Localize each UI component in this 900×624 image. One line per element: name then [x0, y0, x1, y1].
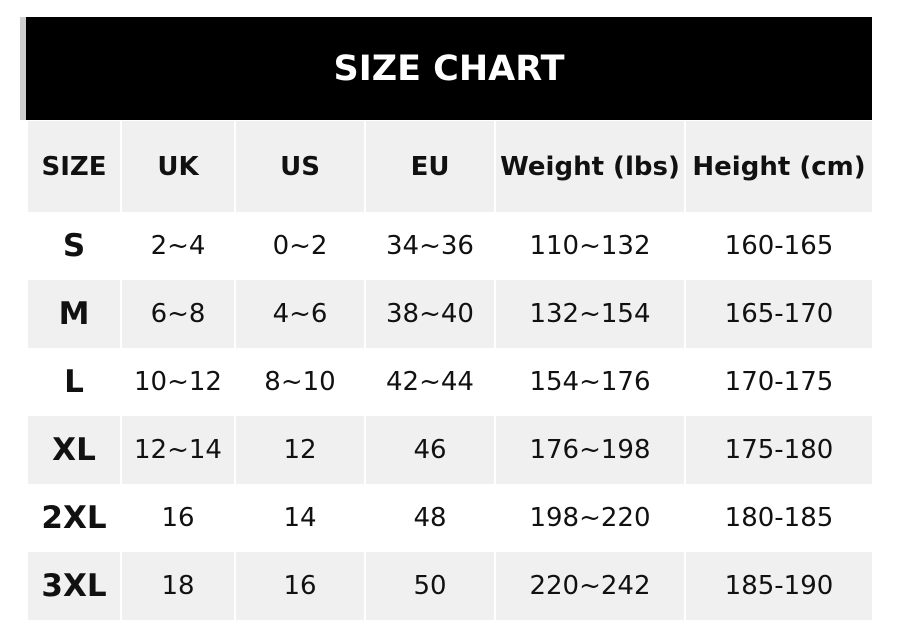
cell-height: 165-170: [684, 280, 874, 348]
header-eu: EU: [364, 121, 496, 212]
cell-us: 4~6: [234, 280, 366, 348]
size-table: SIZE UK US EU Weight (lbs) Height (cm) S…: [26, 121, 874, 620]
cell-weight: 154~176: [494, 348, 686, 416]
cell-weight: 220~242: [494, 552, 686, 620]
cell-height: 170-175: [684, 348, 874, 416]
cell-weight: 132~154: [494, 280, 686, 348]
cell-uk: 18: [120, 552, 236, 620]
table-row: 3XL 18 16 50 220~242 185-190: [26, 552, 874, 620]
cell-eu: 48: [364, 484, 496, 552]
cell-eu: 34~36: [364, 212, 496, 280]
cell-height: 185-190: [684, 552, 874, 620]
header-row: SIZE UK US EU Weight (lbs) Height (cm): [26, 121, 874, 212]
cell-uk: 6~8: [120, 280, 236, 348]
header-us: US: [234, 121, 366, 212]
table-row: L 10~12 8~10 42~44 154~176 170-175: [26, 348, 874, 416]
cell-uk: 16: [120, 484, 236, 552]
cell-height: 175-180: [684, 416, 874, 484]
cell-uk: 2~4: [120, 212, 236, 280]
cell-eu: 38~40: [364, 280, 496, 348]
table-row: S 2~4 0~2 34~36 110~132 160-165: [26, 212, 874, 280]
header-size: SIZE: [26, 121, 122, 212]
cell-size: M: [26, 280, 122, 348]
cell-size: 2XL: [26, 484, 122, 552]
cell-us: 0~2: [234, 212, 366, 280]
cell-eu: 46: [364, 416, 496, 484]
header-height: Height (cm): [684, 121, 874, 212]
left-edge-bar: [20, 17, 26, 120]
cell-uk: 10~12: [120, 348, 236, 416]
cell-size: 3XL: [26, 552, 122, 620]
table-row: 2XL 16 14 48 198~220 180-185: [26, 484, 874, 552]
cell-weight: 198~220: [494, 484, 686, 552]
cell-height: 160-165: [684, 212, 874, 280]
cell-uk: 12~14: [120, 416, 236, 484]
cell-eu: 42~44: [364, 348, 496, 416]
cell-us: 14: [234, 484, 366, 552]
table-row: XL 12~14 12 46 176~198 175-180: [26, 416, 874, 484]
header-weight: Weight (lbs): [494, 121, 686, 212]
cell-weight: 176~198: [494, 416, 686, 484]
table-row: M 6~8 4~6 38~40 132~154 165-170: [26, 280, 874, 348]
cell-size: XL: [26, 416, 122, 484]
header-uk: UK: [120, 121, 236, 212]
cell-height: 180-185: [684, 484, 874, 552]
size-chart-title: SIZE CHART: [26, 17, 872, 120]
cell-eu: 50: [364, 552, 496, 620]
cell-us: 12: [234, 416, 366, 484]
cell-us: 8~10: [234, 348, 366, 416]
cell-us: 16: [234, 552, 366, 620]
cell-weight: 110~132: [494, 212, 686, 280]
cell-size: L: [26, 348, 122, 416]
cell-size: S: [26, 212, 122, 280]
